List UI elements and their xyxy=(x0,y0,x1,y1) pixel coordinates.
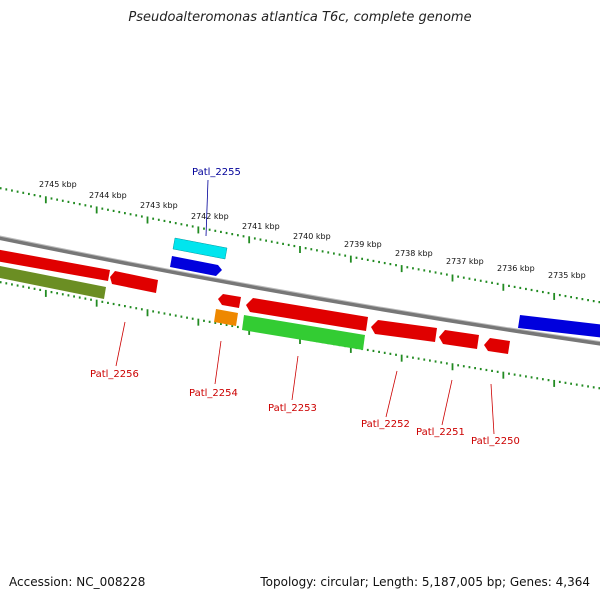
kbp-label: 2740 kbp xyxy=(293,232,331,241)
gene-label[interactable]: Patl_2255 xyxy=(192,167,241,178)
kbp-label: 2742 kbp xyxy=(191,212,229,221)
gene-patl-2252[interactable] xyxy=(371,320,437,342)
gene-label[interactable]: Patl_2252 xyxy=(361,419,410,430)
page-title: Pseudoalteromonas atlantica T6c, complet… xyxy=(128,10,472,25)
genome-backbone xyxy=(0,236,600,346)
kbp-label: 2744 kbp xyxy=(89,191,127,200)
gene-patl-2254-orange[interactable] xyxy=(214,309,238,326)
leader-line xyxy=(490,383,495,435)
leader-line xyxy=(214,340,222,385)
gene-label[interactable]: Patl_2250 xyxy=(471,436,520,447)
gene-label[interactable]: Patl_2254 xyxy=(189,388,238,399)
leader-line xyxy=(205,179,209,237)
gene-patl-2250[interactable] xyxy=(484,338,510,354)
leader-line xyxy=(115,321,126,367)
gene-patl-2256[interactable] xyxy=(110,271,158,293)
gene-patl-2251[interactable] xyxy=(439,330,479,349)
gene-patl-2254-red[interactable] xyxy=(218,294,241,308)
gene-label[interactable]: Patl_2253 xyxy=(268,403,317,414)
gene-label[interactable]: Patl_2256 xyxy=(90,369,139,380)
leader-line xyxy=(441,379,453,426)
gene-olive[interactable] xyxy=(0,264,106,299)
gene-blue-right[interactable] xyxy=(518,315,600,338)
kbp-label: 2736 kbp xyxy=(497,264,535,273)
leader-line xyxy=(291,355,299,401)
gene-patl-2255[interactable] xyxy=(172,237,228,260)
kbp-label: 2738 kbp xyxy=(395,249,433,258)
kbp-label: 2745 kbp xyxy=(39,180,77,189)
kbp-label: 2739 kbp xyxy=(344,240,382,249)
gene-label[interactable]: Patl_2251 xyxy=(416,427,465,438)
leader-line xyxy=(385,370,398,418)
gene-red-left[interactable] xyxy=(0,248,110,281)
gene-blue-arrow[interactable] xyxy=(170,256,222,276)
outer-ruler xyxy=(0,187,600,304)
kbp-label: 2735 kbp xyxy=(548,271,586,280)
gene-patl-2253-red[interactable] xyxy=(246,298,368,331)
kbp-label: 2737 kbp xyxy=(446,257,484,266)
accession-text: Accession: NC_008228 xyxy=(9,575,146,589)
gene-patl-2253[interactable] xyxy=(242,315,365,350)
kbp-label: 2741 kbp xyxy=(242,222,280,231)
genome-summary-text: Topology: circular; Length: 5,187,005 bp… xyxy=(260,575,590,589)
kbp-label: 2743 kbp xyxy=(140,201,178,210)
inner-ruler xyxy=(0,281,600,390)
kbp-labels: 2745 kbp 2744 kbp 2743 kbp 2742 kbp 2741… xyxy=(39,180,586,280)
